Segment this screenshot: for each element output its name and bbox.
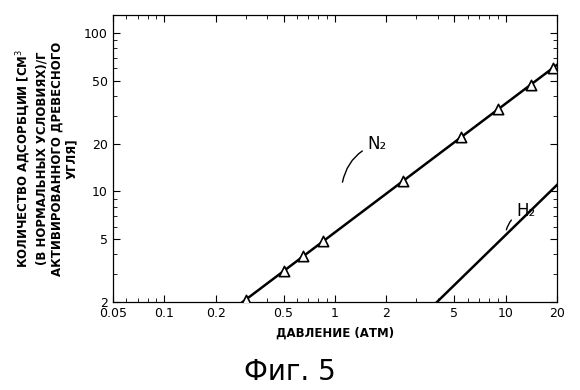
Text: N₂: N₂ xyxy=(343,135,387,182)
Point xyxy=(298,254,307,260)
Point xyxy=(241,297,251,303)
Point xyxy=(318,238,328,245)
Point xyxy=(526,82,535,88)
Point xyxy=(279,268,288,274)
Point xyxy=(456,134,466,140)
Point xyxy=(493,106,502,113)
Point xyxy=(549,65,558,71)
Point xyxy=(398,178,408,184)
Y-axis label: КОЛИЧЕСТВО АДСОРБЦИИ [СМ$^3$
(В НОРМАЛЬНЫХ УСЛОВИЯХ)/Г
АКТИВИРОВАННОГО ДРЕВЕСНОГ: КОЛИЧЕСТВО АДСОРБЦИИ [СМ$^3$ (В НОРМАЛЬН… xyxy=(15,41,78,276)
Text: H₂: H₂ xyxy=(506,202,535,230)
X-axis label: ДАВЛЕНИЕ (АТМ): ДАВЛЕНИЕ (АТМ) xyxy=(276,327,394,340)
Text: Фиг. 5: Фиг. 5 xyxy=(244,358,336,386)
